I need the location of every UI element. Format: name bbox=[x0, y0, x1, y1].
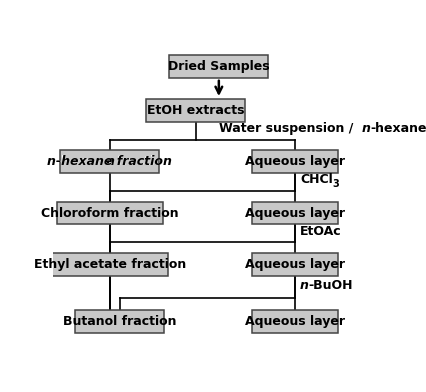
FancyBboxPatch shape bbox=[146, 99, 245, 122]
Text: Water suspension /: Water suspension / bbox=[219, 122, 361, 135]
FancyBboxPatch shape bbox=[169, 55, 268, 78]
Text: EtOAc: EtOAc bbox=[299, 225, 341, 238]
FancyBboxPatch shape bbox=[52, 253, 167, 276]
Text: n-hexane fraction: n-hexane fraction bbox=[47, 155, 172, 168]
FancyBboxPatch shape bbox=[75, 310, 164, 333]
Text: n: n bbox=[361, 122, 370, 135]
Text: -BuOH: -BuOH bbox=[308, 279, 352, 292]
Text: Aqueous layer: Aqueous layer bbox=[245, 315, 344, 328]
FancyBboxPatch shape bbox=[60, 151, 159, 173]
Text: Aqueous layer: Aqueous layer bbox=[245, 258, 344, 271]
Text: 3: 3 bbox=[332, 180, 339, 189]
Text: n: n bbox=[299, 279, 308, 292]
Text: Aqueous layer: Aqueous layer bbox=[245, 207, 344, 220]
Text: Dried Samples: Dried Samples bbox=[168, 60, 269, 73]
Text: Chloroform fraction: Chloroform fraction bbox=[41, 207, 178, 220]
Text: n-hexane fraction: n-hexane fraction bbox=[47, 155, 172, 168]
FancyBboxPatch shape bbox=[251, 151, 337, 173]
Text: Ethyl acetate fraction: Ethyl acetate fraction bbox=[33, 258, 185, 271]
FancyBboxPatch shape bbox=[57, 202, 162, 224]
FancyBboxPatch shape bbox=[251, 310, 337, 333]
Text: n: n bbox=[105, 155, 114, 168]
FancyBboxPatch shape bbox=[251, 253, 337, 276]
Text: Butanol fraction: Butanol fraction bbox=[63, 315, 176, 328]
Text: CHCl: CHCl bbox=[299, 173, 332, 186]
Text: n-hexane fraction: n-hexane fraction bbox=[47, 155, 172, 168]
Text: Aqueous layer: Aqueous layer bbox=[245, 155, 344, 168]
Text: EtOH extracts: EtOH extracts bbox=[147, 104, 244, 117]
FancyBboxPatch shape bbox=[251, 202, 337, 224]
Text: -hexane: -hexane bbox=[370, 122, 426, 135]
